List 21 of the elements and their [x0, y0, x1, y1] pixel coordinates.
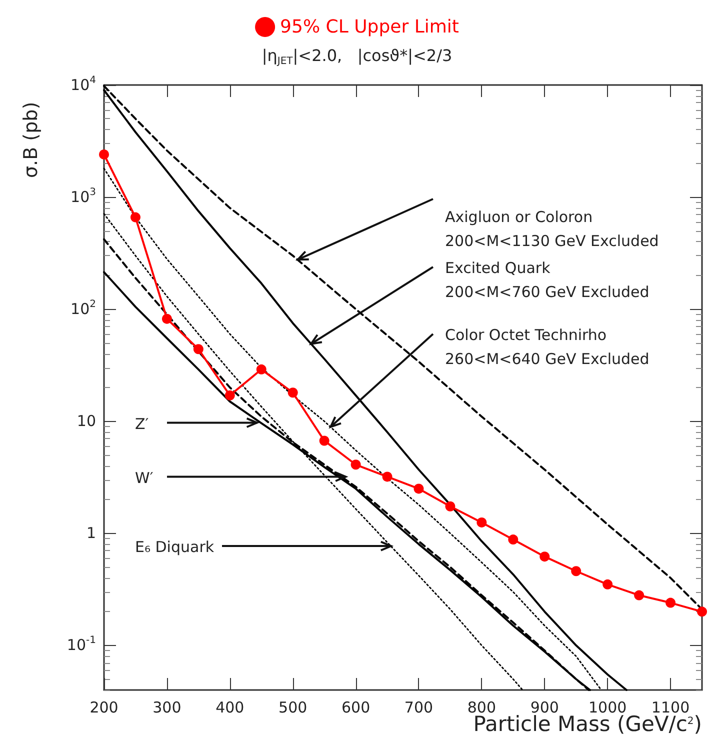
y-axis-title: σ.B (pb)	[20, 102, 42, 178]
annotation: W′	[135, 468, 154, 489]
y-tick-label: 10	[76, 411, 96, 432]
x-tick-label: 300	[152, 698, 182, 716]
legend-label: 95% CL Upper Limit	[280, 16, 459, 38]
annotation: E₆ Diquark	[135, 537, 214, 558]
annotation: Excited Quark 200<M<760 GeV Excluded	[445, 258, 650, 303]
annotation: Z′	[135, 414, 149, 435]
y-tick-label: 10$^{2}$	[70, 299, 96, 320]
x-tick-label: 700	[404, 698, 434, 716]
y-tick-label: 10$^{3}$	[70, 187, 96, 208]
chart-subtitle: |η$_{JET}$|<2.0, |cosϑ*|<2/3	[260, 46, 454, 67]
y-tick-label: 10$^{4}$	[70, 75, 96, 95]
x-tick-label: 600	[341, 698, 370, 716]
annotation: Axigluon or Coloron 200<M<1130 GeV Excluded	[445, 207, 659, 252]
x-tick-label: 200	[90, 698, 118, 716]
x-tick-label: 400	[216, 698, 244, 716]
annotation: Color Octet Technirho 260<M<640 GeV Excluded	[445, 325, 650, 370]
y-tick-label: 10$^{-1}$	[66, 635, 96, 656]
x-tick-label: 500	[278, 698, 308, 716]
y-tick-label: 1	[86, 523, 96, 544]
